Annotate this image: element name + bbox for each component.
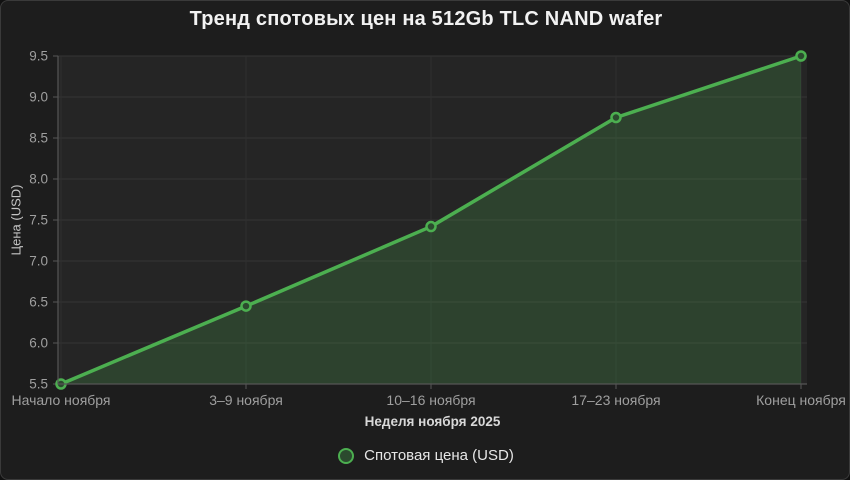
data-point (610, 111, 622, 124)
y-tick-label: 9.0 (29, 90, 48, 105)
data-point (795, 50, 807, 62)
x-tick-label: 10–16 ноября (386, 392, 475, 408)
y-tick-label: 8.5 (29, 131, 48, 146)
y-tick-label: 7.5 (29, 213, 48, 228)
y-tick-label: 6.5 (29, 295, 48, 310)
legend-marker-icon (338, 447, 355, 464)
legend-label: Спотовая цена (USD) (364, 447, 514, 464)
x-tick-label: Начало ноября (12, 392, 111, 408)
x-tick-label: 17–23 ноября (571, 392, 660, 408)
y-tick-label: 8.0 (29, 172, 48, 187)
y-tick-label: 6.0 (29, 336, 48, 351)
chart-title: Тренд спотовых цен на 512Gb TLC NAND waf… (189, 8, 663, 30)
data-point (240, 300, 252, 312)
series-area (61, 56, 801, 384)
y-tick-label: 5.5 (29, 377, 48, 392)
x-tick-label: Конец ноября (756, 392, 846, 408)
x-tick-label: 3–9 ноября (209, 392, 283, 408)
x-axis-title: Неделя ноября 2025 (364, 414, 501, 429)
data-point (425, 220, 437, 233)
y-tick-label: 9.5 (29, 49, 48, 64)
y-tick-label: 7.0 (29, 254, 48, 269)
legend: Спотовая цена (USD) (1, 447, 849, 464)
